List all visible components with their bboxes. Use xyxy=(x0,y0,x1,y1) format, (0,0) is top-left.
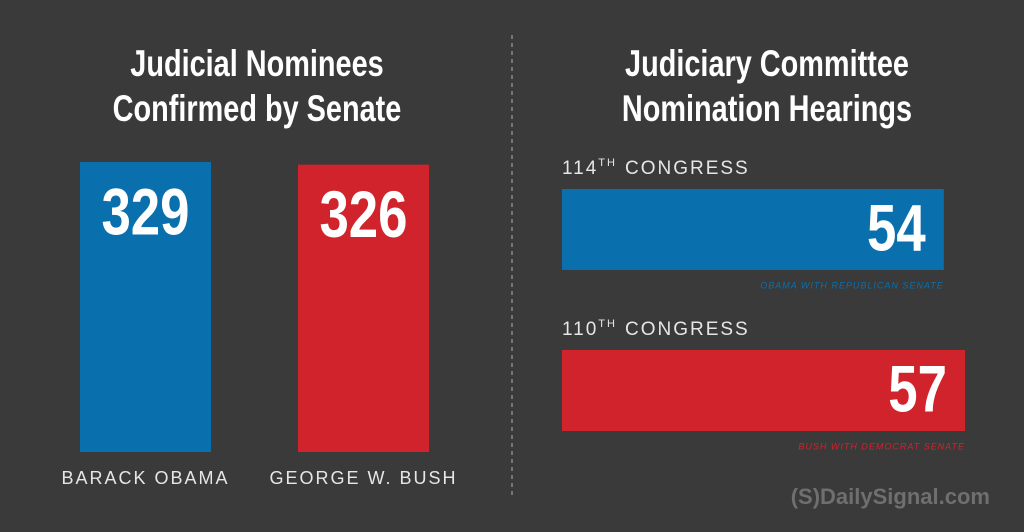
bar xyxy=(562,189,944,270)
category-number: 114 xyxy=(562,158,598,179)
bar-note: OBAMA WITH REPUBLICAN SENATE xyxy=(760,280,944,290)
category-label: 110TH CONGRESS xyxy=(562,318,750,340)
value-label: 57 xyxy=(888,351,947,425)
value-label: 329 xyxy=(101,174,189,248)
logo-text: DailySignal.com xyxy=(820,484,990,509)
logo: (S)DailySignal.com xyxy=(791,484,990,509)
value-label: 326 xyxy=(319,177,407,251)
chart-title: Judicial Nominees xyxy=(130,43,383,84)
category-ordinal: TH xyxy=(598,318,617,330)
category-name: CONGRESS xyxy=(625,319,750,340)
chart-title: Judiciary Committee xyxy=(625,43,909,84)
category-name: CONGRESS xyxy=(625,158,750,179)
category-label: 114TH CONGRESS xyxy=(562,157,750,179)
category-label: GEORGE W. BUSH xyxy=(269,468,457,488)
category-number: 110 xyxy=(562,319,598,340)
value-label: 54 xyxy=(867,190,926,264)
category-label: BARACK OBAMA xyxy=(61,468,229,488)
bar xyxy=(80,162,211,452)
bar-note: BUSH WITH DEMOCRAT SENATE xyxy=(798,441,965,451)
logo-mark: (S) xyxy=(791,484,820,509)
category-ordinal: TH xyxy=(598,157,617,169)
chart-title: Nomination Hearings xyxy=(622,88,912,129)
chart-title: Confirmed by Senate xyxy=(113,88,402,129)
bar xyxy=(298,164,429,452)
bar xyxy=(562,350,965,431)
